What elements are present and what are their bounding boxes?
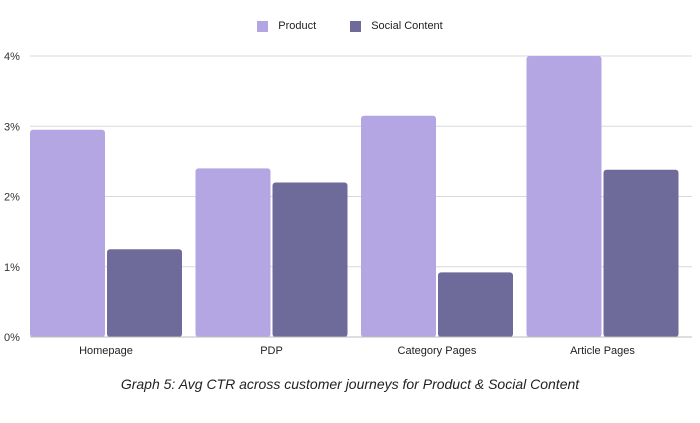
- x-tick-label: Article Pages: [570, 345, 635, 357]
- bar-social-content-2: [438, 272, 513, 337]
- y-tick-label: 3%: [4, 121, 20, 133]
- bar-product-0: [30, 129, 105, 337]
- x-tick-label: PDP: [260, 345, 283, 357]
- legend-swatch-product: [257, 20, 269, 32]
- y-tick-label: 0%: [4, 332, 20, 344]
- bar-social-content-0: [107, 249, 182, 337]
- y-tick-label: 1%: [4, 262, 20, 274]
- legend-item-product: Product: [257, 20, 316, 32]
- legend-label-product: Product: [278, 20, 317, 32]
- y-tick-label: 2%: [4, 192, 20, 204]
- legend-label-social-content: Social Content: [371, 20, 443, 32]
- x-tick-label: Category Pages: [398, 345, 477, 357]
- legend-swatch-social-content: [350, 20, 362, 32]
- legend-item-social-content: Social Content: [350, 20, 443, 32]
- bar-social-content-1: [272, 182, 348, 337]
- chart-caption: Graph 5: Avg CTR across customer journey…: [120, 376, 580, 392]
- bar-social-content-3: [603, 169, 679, 337]
- x-tick-label: Homepage: [79, 345, 133, 357]
- y-tick-label: 4%: [4, 51, 20, 63]
- bar-product-2: [361, 115, 436, 338]
- bar-product-1: [195, 168, 271, 337]
- legend: Product Social Content: [0, 20, 700, 32]
- bar-product-3: [526, 56, 602, 337]
